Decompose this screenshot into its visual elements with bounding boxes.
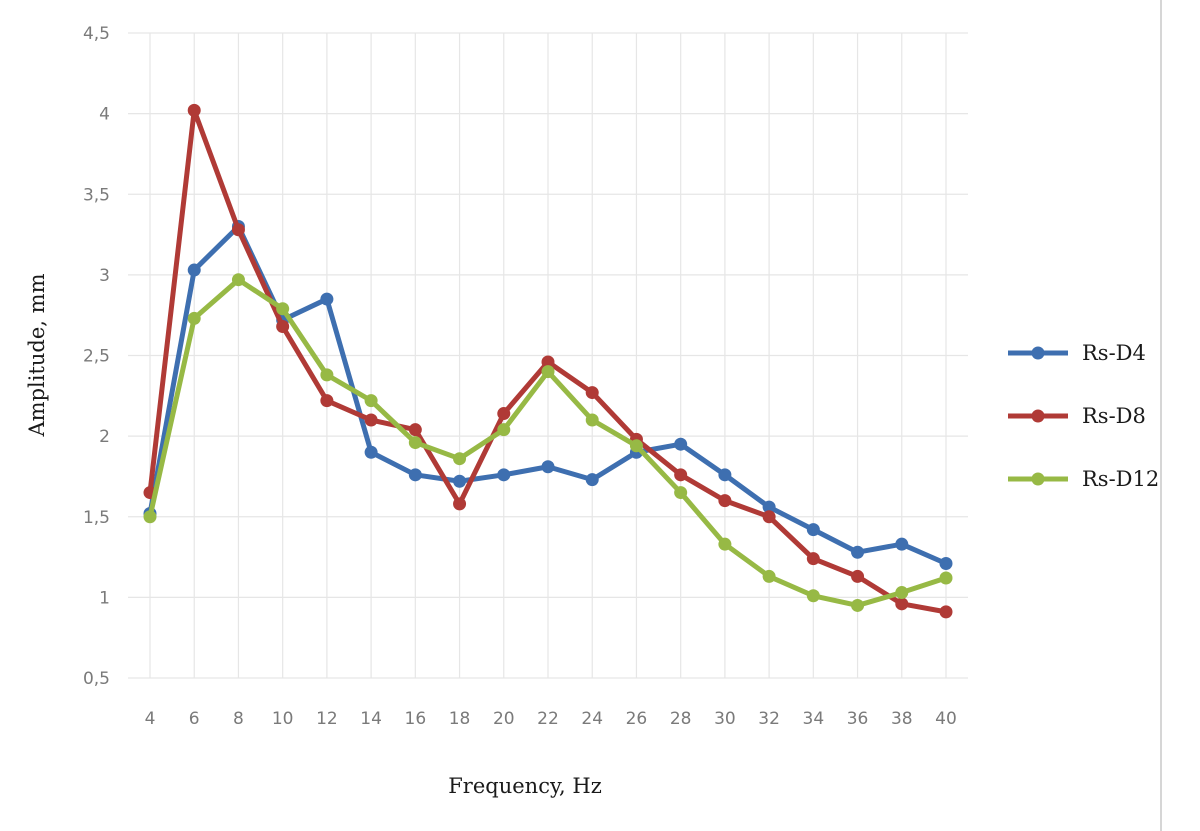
- data-point: [806, 552, 820, 566]
- data-point: [231, 223, 245, 237]
- x-axis-ticks: 4 6 8 10 12 14 16 18 20 22 24 26 28 30 32 34 36 38 40: [145, 709, 957, 729]
- x-tick-label: 18: [449, 709, 471, 729]
- data-point: [895, 586, 909, 600]
- data-point: [320, 292, 334, 306]
- data-point: [453, 474, 467, 488]
- data-point: [364, 394, 378, 408]
- legend-item: Rs-D12: [1008, 467, 1159, 491]
- legend: Rs-D4 Rs-D8 Rs-D12: [1008, 341, 1159, 491]
- data-point: [408, 468, 422, 482]
- data-point: [718, 537, 732, 551]
- data-point: [718, 494, 732, 508]
- data-point: [497, 407, 511, 421]
- y-tick-label: 3: [99, 266, 110, 286]
- data-point: [187, 263, 201, 277]
- x-tick-label: 20: [493, 709, 515, 729]
- data-point: [585, 413, 599, 427]
- data-point: [231, 273, 245, 287]
- legend-marker: [1031, 346, 1045, 360]
- data-point: [806, 523, 820, 537]
- data-point: [541, 365, 555, 379]
- data-point: [851, 598, 865, 612]
- x-tick-label: 4: [145, 709, 156, 729]
- y-axis-title: Amplitude, mm: [25, 273, 49, 437]
- data-point: [806, 589, 820, 603]
- y-tick-label: 0,5: [83, 669, 110, 689]
- data-point: [674, 468, 688, 482]
- data-point: [408, 423, 422, 437]
- data-point: [497, 468, 511, 482]
- data-point: [851, 569, 865, 583]
- data-point: [674, 486, 688, 500]
- data-point: [320, 394, 334, 408]
- data-point: [364, 445, 378, 459]
- y-tick-label: 2: [99, 427, 110, 447]
- legend-label: Rs-D12: [1082, 467, 1159, 491]
- x-tick-label: 28: [670, 709, 692, 729]
- data-point: [276, 302, 290, 316]
- data-point: [187, 311, 201, 325]
- data-point: [541, 460, 555, 474]
- x-tick-label: 32: [758, 709, 780, 729]
- x-tick-label: 16: [405, 709, 427, 729]
- data-point: [718, 468, 732, 482]
- x-tick-label: 12: [316, 709, 338, 729]
- x-tick-label: 10: [272, 709, 294, 729]
- data-point: [364, 413, 378, 427]
- y-tick-label: 3,5: [83, 185, 110, 205]
- data-point: [320, 368, 334, 382]
- legend-label: Rs-D8: [1082, 404, 1146, 428]
- data-point: [939, 605, 953, 619]
- data-point: [585, 473, 599, 487]
- y-tick-label: 4: [99, 105, 110, 125]
- series-Rs-D8: [143, 103, 953, 619]
- data-point: [895, 597, 909, 611]
- legend-marker: [1031, 409, 1045, 423]
- x-tick-label: 22: [537, 709, 559, 729]
- x-tick-label: 34: [803, 709, 825, 729]
- x-tick-label: 40: [935, 709, 957, 729]
- data-point: [762, 500, 776, 514]
- y-tick-label: 1,5: [83, 508, 110, 528]
- data-point: [453, 497, 467, 511]
- x-tick-label: 30: [714, 709, 736, 729]
- legend-item: Rs-D4: [1008, 341, 1146, 365]
- data-point: [674, 437, 688, 451]
- data-point: [453, 452, 467, 466]
- x-tick-label: 36: [847, 709, 869, 729]
- data-point: [762, 510, 776, 524]
- legend-item: Rs-D8: [1008, 404, 1146, 428]
- legend-label: Rs-D4: [1082, 341, 1146, 365]
- x-tick-label: 26: [626, 709, 648, 729]
- x-tick-label: 6: [189, 709, 200, 729]
- data-point: [497, 423, 511, 437]
- data-point: [541, 355, 555, 369]
- x-tick-label: 38: [891, 709, 913, 729]
- y-tick-label: 2,5: [83, 347, 110, 367]
- x-tick-label: 8: [233, 709, 244, 729]
- x-tick-label: 24: [581, 709, 603, 729]
- data-point: [851, 545, 865, 559]
- data-point: [585, 386, 599, 400]
- data-point: [276, 319, 290, 333]
- series-layer: [143, 103, 953, 619]
- data-point: [187, 103, 201, 117]
- data-point: [143, 510, 157, 524]
- grid: [128, 32, 968, 679]
- series-Rs-D12: [143, 273, 953, 612]
- legend-marker: [1031, 472, 1045, 486]
- data-point: [762, 569, 776, 583]
- data-point: [629, 439, 643, 453]
- y-axis-ticks: 0,5 1 1,5 2 2,5 3 3,5 4 4,5: [83, 24, 110, 689]
- data-point: [939, 557, 953, 571]
- data-point: [408, 436, 422, 450]
- data-point: [939, 571, 953, 585]
- y-tick-label: 1: [99, 588, 110, 608]
- y-tick-label: 4,5: [83, 24, 110, 44]
- x-axis-title: Frequency, Hz: [448, 774, 602, 798]
- data-point: [895, 537, 909, 551]
- x-tick-label: 14: [360, 709, 382, 729]
